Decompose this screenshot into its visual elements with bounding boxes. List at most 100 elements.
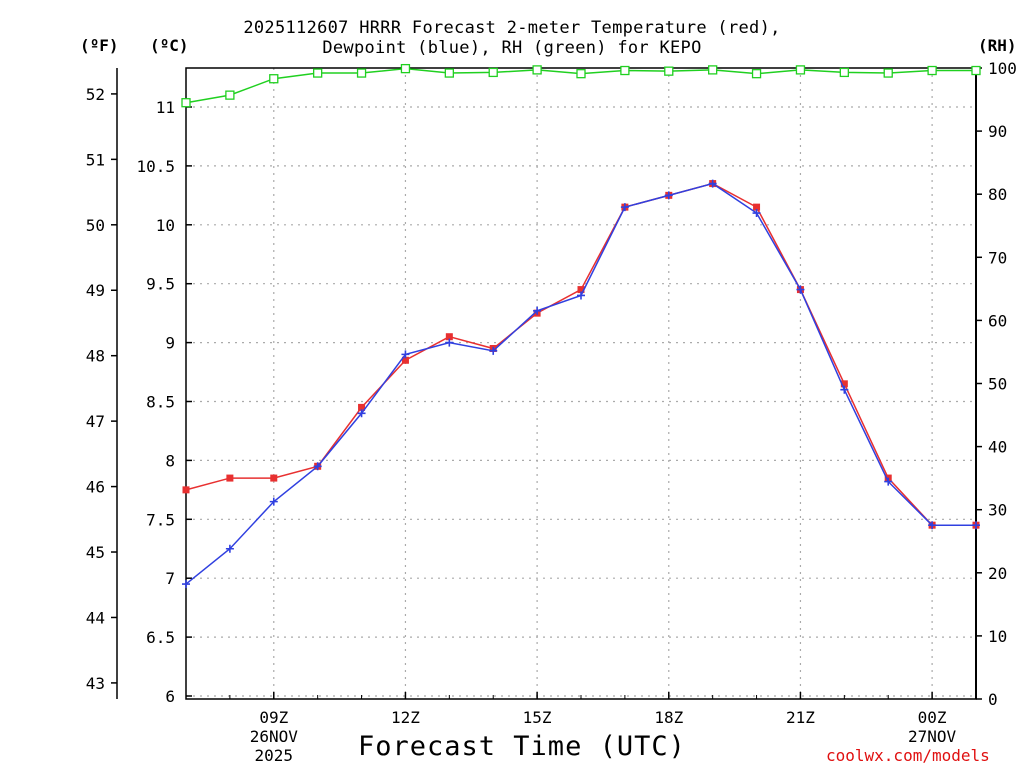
rh-tick-label: 80: [988, 185, 1007, 204]
rh-point: [751, 69, 762, 79]
celsius-tick-label: 10.5: [136, 157, 175, 176]
rh-tick-label: 20: [988, 564, 1007, 583]
rh-point: [400, 63, 411, 74]
dewpoint-point: [313, 462, 322, 471]
chart-title-line2: Dewpoint (blue), RH (green) for KEPO: [322, 38, 702, 58]
grid-lines: [186, 68, 976, 699]
temperature-line: [185, 182, 976, 526]
dewpoint-point: [577, 291, 585, 300]
rh-tick-label: 100: [988, 59, 1017, 78]
celsius-tick-label: 10: [156, 216, 175, 235]
data-series: [181, 63, 981, 589]
rh-tick-label: 60: [988, 311, 1007, 330]
fahrenheit-tick-label: 50: [86, 216, 105, 235]
celsius-tick-label: 6: [165, 687, 175, 706]
rh-tick-label: 70: [988, 248, 1007, 267]
rh-point: [927, 65, 937, 76]
temperature-point: [358, 403, 366, 411]
fahrenheit-tick-label: 43: [86, 674, 105, 693]
chart-title-line1: 2025112607 HRRR Forecast 2-meter Tempera…: [243, 18, 781, 38]
x-tick-label: 15Z: [523, 708, 552, 727]
temperature-point: [840, 380, 848, 388]
rh-point: [532, 65, 542, 75]
rh-unit-label: (RH): [978, 36, 1017, 55]
dewpoint-point: [972, 521, 980, 530]
fahrenheit-tick-label: 44: [86, 608, 105, 627]
rh-point: [883, 68, 893, 78]
fahrenheit-tick-label: 46: [86, 478, 105, 497]
celsius-tick-label: 8.5: [146, 393, 175, 412]
rh-point: [620, 65, 630, 76]
temperature-point: [577, 286, 585, 294]
dewpoint-point: [796, 285, 805, 294]
x-tick-date: 27NOV: [908, 727, 957, 746]
celsius-tick-label: 7.5: [146, 510, 175, 529]
x-tick-label: 09Z: [259, 708, 288, 727]
rh-tick-label: 90: [988, 122, 1007, 141]
dewpoint-point: [489, 346, 498, 355]
plot-frame: [185, 67, 977, 700]
x-tick-label: 12Z: [391, 708, 420, 727]
dewpoint-point: [533, 306, 542, 315]
rh-point: [708, 65, 718, 75]
rh-point: [356, 68, 367, 78]
dewpoint-point: [752, 209, 761, 218]
rh-tick-label: 40: [988, 438, 1007, 457]
celsius-tick-label: 6.5: [146, 628, 175, 647]
fahrenheit-unit-label: (ºF): [80, 36, 119, 55]
celsius-tick-label: 8: [165, 451, 175, 470]
axes: 43 44 45 46 47 48 49 50 51 52 6 6.5 7 7.5 8 8.5 9 9.5 10 10…: [86, 59, 1017, 765]
fahrenheit-tick-label: 47: [86, 412, 105, 431]
temperature-point: [753, 203, 761, 211]
rh-point: [971, 65, 981, 76]
celsius-tick-label: 7: [165, 569, 175, 588]
temperature-point: [445, 333, 453, 341]
celsius-tick-label: 9.5: [146, 275, 175, 294]
dewpoint-point: [269, 497, 278, 506]
rh-point: [576, 69, 586, 79]
rh-point: [181, 98, 191, 108]
dewpoint-point: [928, 521, 937, 530]
x-tick-label: 00Z: [918, 708, 947, 727]
rh-point: [664, 66, 674, 76]
rh-point: [444, 68, 454, 78]
x-tick-year: 2025: [255, 746, 294, 765]
x-tick-label: 21Z: [786, 708, 815, 727]
x-axis-label: Forecast Time (UTC): [358, 731, 686, 762]
rh-tick-label: 0: [988, 690, 998, 709]
rh-tick-label: 30: [988, 501, 1007, 520]
dewpoint-point: [357, 409, 366, 418]
fahrenheit-tick-label: 52: [86, 85, 105, 104]
credit-text: coolwx.com/models: [826, 746, 990, 765]
x-tick-date: 26NOV: [250, 727, 299, 746]
fahrenheit-tick-label: 51: [86, 150, 105, 169]
rh-tick-label: 10: [988, 627, 1007, 646]
dewpoint-point: [225, 544, 234, 553]
temperature-point: [401, 356, 409, 364]
fahrenheit-tick-label: 48: [86, 347, 105, 366]
rh-point: [269, 74, 279, 84]
celsius-tick-label: 11: [156, 98, 175, 117]
rh-point: [488, 67, 498, 78]
dewpoint-point: [708, 179, 717, 188]
dewpoint-point: [840, 385, 849, 394]
rh-point: [313, 68, 323, 78]
temperature-point: [270, 474, 278, 482]
x-tick-label: 18Z: [654, 708, 683, 727]
dewpoint-point: [445, 338, 454, 347]
rh-point: [225, 90, 235, 100]
rh-point: [795, 65, 806, 75]
dewpoint-point: [182, 580, 190, 589]
rh-point: [839, 67, 849, 78]
dewpoint-point: [401, 350, 410, 359]
dewpoint-line: [185, 182, 976, 585]
temperature-point: [226, 474, 234, 482]
dewpoint-point: [620, 203, 629, 212]
rh-tick-label: 50: [988, 375, 1007, 394]
temperature-point: [182, 486, 190, 494]
dewpoint-point: [884, 477, 893, 486]
celsius-unit-label: (ºC): [150, 36, 189, 55]
dewpoint-point: [664, 191, 673, 200]
fahrenheit-tick-label: 49: [86, 281, 105, 300]
